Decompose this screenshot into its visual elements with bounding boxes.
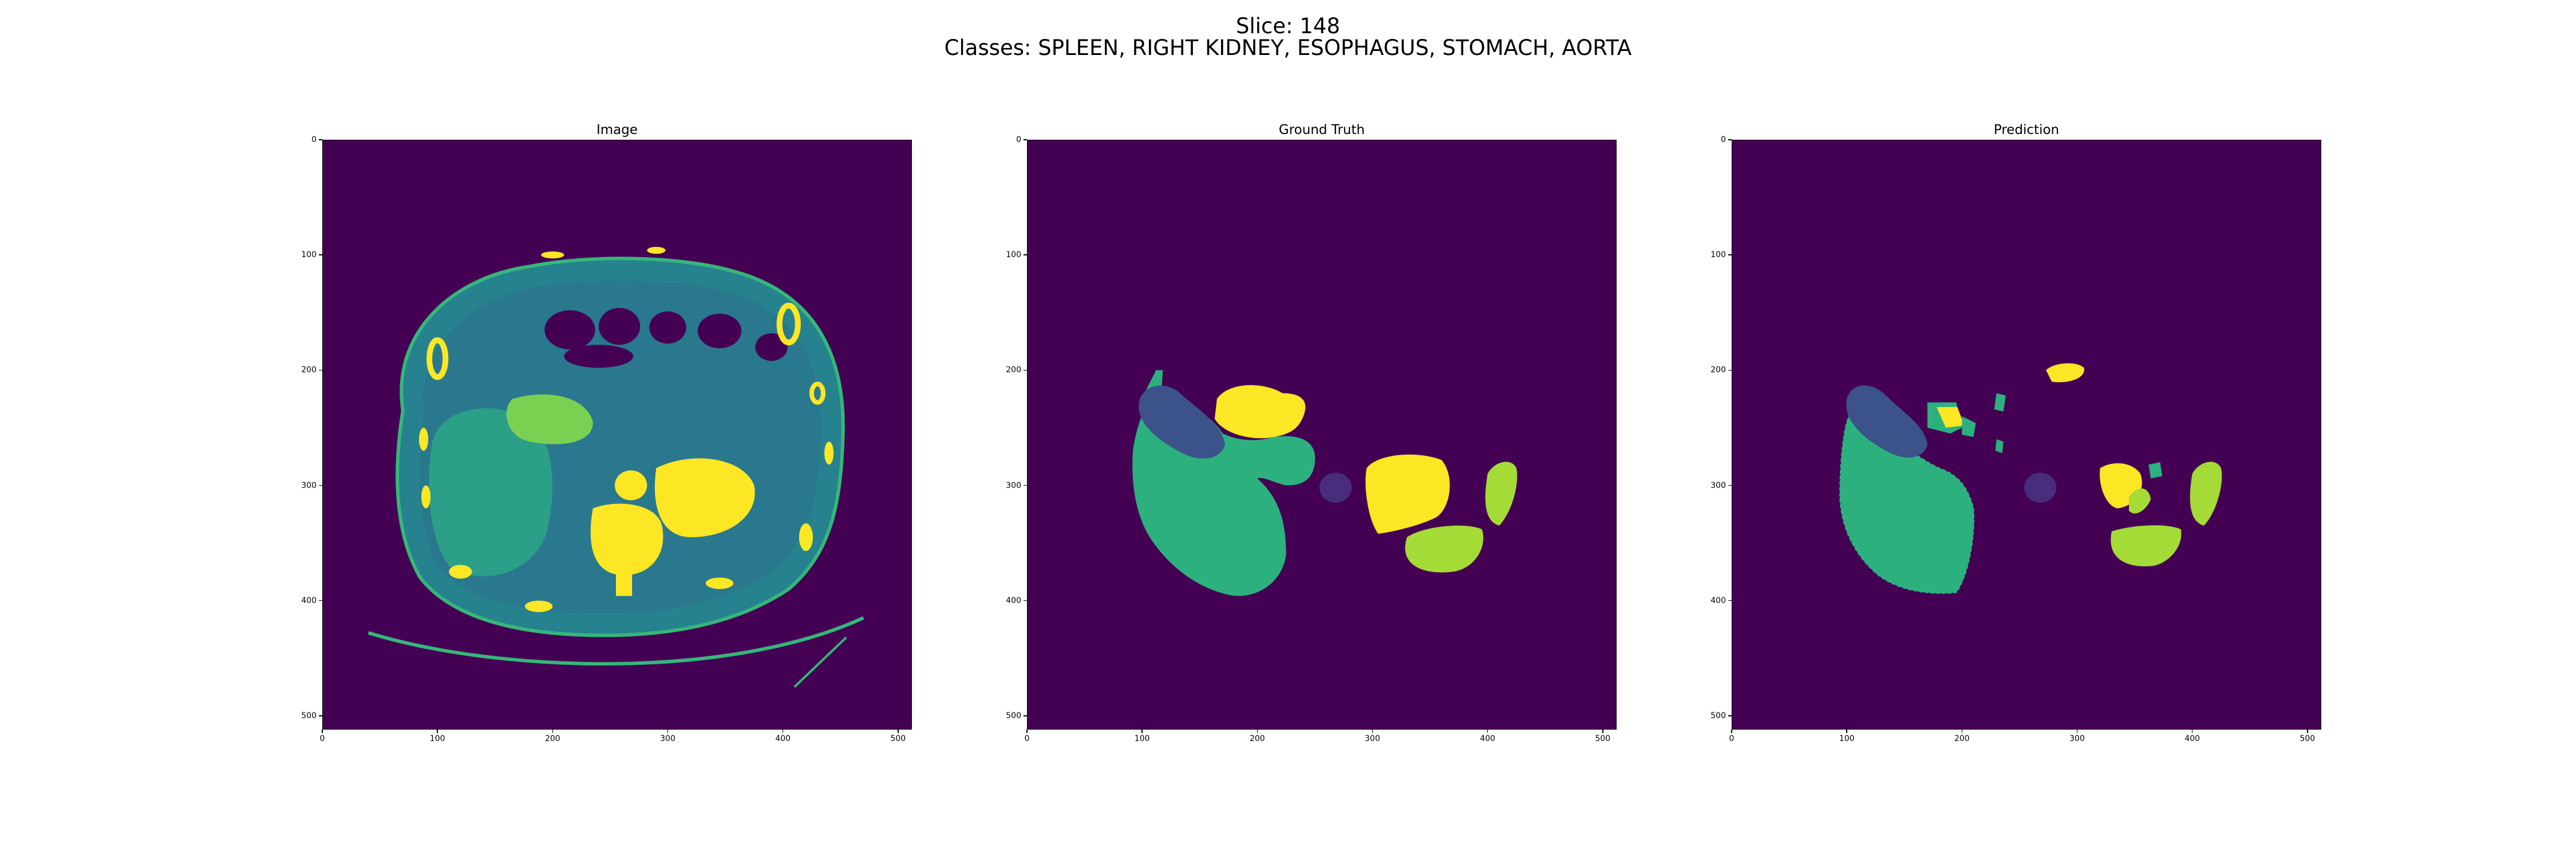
x-tick-mark: [2076, 730, 2078, 733]
y-tick-label: 200: [301, 365, 317, 375]
y-tick-mark: [1024, 139, 1027, 140]
y-tick-label: 400: [1006, 596, 1021, 605]
y-tick-mark: [1024, 254, 1027, 255]
x-tick-label: 500: [890, 734, 906, 743]
y-tick-mark: [319, 254, 322, 255]
x-tick-label: 0: [319, 734, 325, 743]
x-tick-label: 500: [2300, 734, 2316, 743]
x-tick-label: 300: [1365, 734, 1380, 743]
x-tick-mark: [552, 730, 554, 733]
y-tick-mark: [1728, 484, 1732, 486]
x-tick-mark: [322, 730, 323, 733]
y-tick-label: 400: [1710, 596, 1726, 605]
y-tick-label: 500: [1006, 711, 1021, 720]
x-tick-mark: [2307, 730, 2308, 733]
y-tick-mark: [319, 715, 322, 716]
y-tick-mark: [1024, 369, 1027, 371]
x-tick-label: 0: [1024, 734, 1030, 743]
panel-title-image: Image: [596, 123, 638, 137]
y-tick-label: 0: [1721, 135, 1726, 144]
x-tick-mark: [898, 730, 899, 733]
y-tick-mark: [1024, 600, 1027, 601]
panel-title-ground-truth: Ground Truth: [1278, 123, 1365, 137]
y-tick-mark: [319, 600, 322, 601]
x-tick-mark: [1731, 730, 1732, 733]
ground-truth-mask: [1027, 140, 1617, 730]
y-tick-label: 500: [301, 711, 317, 720]
y-tick-mark: [1728, 600, 1732, 601]
x-tick-label: 100: [429, 734, 445, 743]
x-tick-label: 400: [2184, 734, 2200, 743]
y-tick-label: 100: [301, 250, 317, 260]
y-tick-mark: [319, 484, 322, 486]
y-tick-mark: [319, 139, 322, 140]
classes-title: Classes: SPLEEN, RIGHT KIDNEY, ESOPHAGUS…: [944, 36, 1632, 60]
y-tick-mark: [1728, 715, 1732, 716]
x-tick-label: 300: [660, 734, 675, 743]
x-tick-mark: [1846, 730, 1847, 733]
x-tick-label: 500: [1595, 734, 1611, 743]
y-tick-mark: [319, 369, 322, 371]
slice-title: Slice: 148: [1235, 14, 1340, 38]
x-tick-label: 100: [1134, 734, 1150, 743]
y-tick-label: 300: [301, 480, 317, 490]
y-tick-label: 400: [301, 596, 317, 605]
x-tick-label: 200: [544, 734, 560, 743]
x-tick-label: 0: [1729, 734, 1735, 743]
x-tick-mark: [1961, 730, 1963, 733]
x-tick-mark: [1602, 730, 1603, 733]
panel-title-prediction: Prediction: [1993, 123, 2060, 137]
x-tick-mark: [1372, 730, 1373, 733]
x-tick-mark: [782, 730, 784, 733]
x-tick-mark: [2191, 730, 2193, 733]
ct-image: [322, 140, 912, 730]
y-tick-label: 100: [1006, 250, 1021, 260]
x-tick-label: 200: [1954, 734, 1970, 743]
x-tick-label: 400: [775, 734, 791, 743]
y-tick-label: 500: [1710, 711, 1726, 720]
y-tick-label: 0: [1016, 135, 1021, 144]
y-tick-label: 200: [1710, 365, 1726, 375]
x-tick-label: 100: [1839, 734, 1855, 743]
y-tick-mark: [1024, 715, 1027, 716]
x-tick-label: 300: [2069, 734, 2085, 743]
y-tick-label: 0: [311, 135, 317, 144]
prediction-mask: [1732, 140, 2321, 730]
x-tick-mark: [1141, 730, 1143, 733]
y-tick-mark: [1728, 139, 1732, 140]
y-tick-label: 300: [1710, 480, 1726, 490]
x-tick-label: 400: [1480, 734, 1496, 743]
y-tick-mark: [1024, 484, 1027, 486]
y-tick-mark: [1728, 369, 1732, 371]
y-tick-label: 200: [1006, 365, 1021, 375]
x-tick-mark: [1257, 730, 1258, 733]
y-tick-label: 100: [1710, 250, 1726, 260]
y-tick-label: 300: [1006, 480, 1021, 490]
x-tick-mark: [1026, 730, 1028, 733]
x-tick-mark: [437, 730, 438, 733]
x-tick-label: 200: [1249, 734, 1265, 743]
y-tick-mark: [1728, 254, 1732, 255]
x-tick-mark: [1487, 730, 1488, 733]
x-tick-mark: [667, 730, 669, 733]
